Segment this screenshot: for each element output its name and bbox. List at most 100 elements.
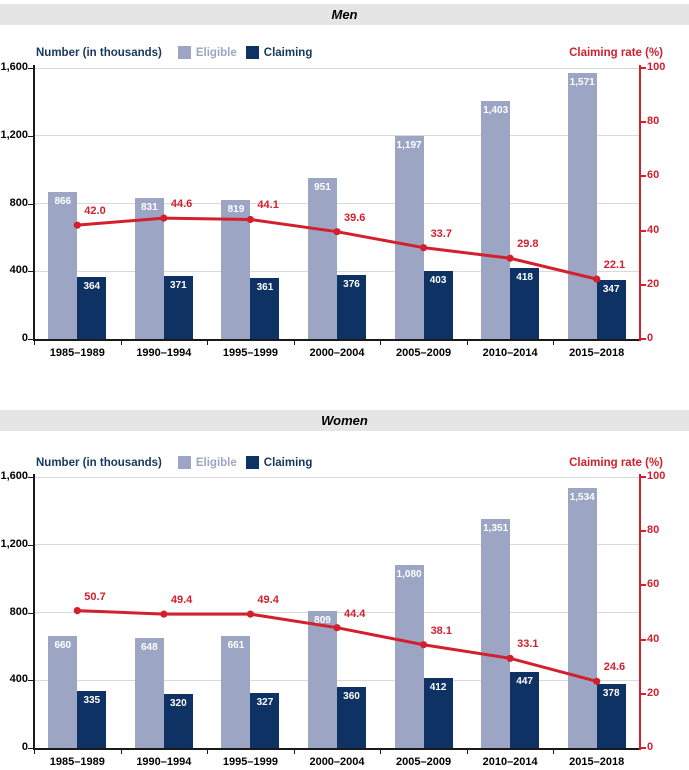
rate-axis-tick bbox=[641, 338, 646, 340]
x-axis-label: 2005–2009 bbox=[396, 756, 452, 768]
bar-value-label: 1,080 bbox=[396, 569, 422, 581]
x-axis-spine bbox=[33, 339, 641, 341]
x-axis-tick bbox=[553, 341, 555, 345]
rate-value-label: 22.1 bbox=[603, 259, 626, 272]
bar-value-label: 403 bbox=[429, 274, 447, 286]
x-axis-label: 1990–1994 bbox=[136, 347, 192, 359]
x-axis-tick bbox=[380, 750, 382, 754]
eligible-swatch-icon bbox=[177, 456, 191, 469]
y-axis-tick bbox=[28, 135, 33, 137]
x-axis-label: 1995–1999 bbox=[222, 756, 278, 768]
rate-axis-tick bbox=[641, 175, 646, 178]
bar-value-label: 660 bbox=[54, 640, 72, 652]
y-axis-spine bbox=[33, 474, 35, 749]
y-axis-tick bbox=[28, 477, 33, 478]
plot-area: 866 364 831 371 819 361 951 376 1,197 403 1,403 418… bbox=[0, 61, 665, 359]
x-axis-label: 1985–1989 bbox=[49, 347, 105, 359]
rate-point bbox=[506, 654, 514, 662]
gridline bbox=[34, 203, 640, 204]
gridline bbox=[34, 679, 640, 681]
bar-value-label: 364 bbox=[83, 281, 101, 293]
rate-axis-tick bbox=[641, 747, 646, 749]
gridline bbox=[34, 612, 640, 613]
y-axis-tick-label: 1,600 bbox=[0, 470, 28, 482]
rate-axis-tick-label: 80 bbox=[647, 524, 660, 537]
eligible-bar: 819 bbox=[221, 200, 251, 339]
eligible-bar: 809 bbox=[308, 610, 337, 748]
y-axis-tick-label: 400 bbox=[9, 673, 28, 686]
x-axis-tick bbox=[120, 341, 122, 345]
y-axis-tick bbox=[28, 68, 33, 69]
x-axis-tick bbox=[466, 341, 468, 345]
x-axis-tick bbox=[207, 750, 209, 754]
x-axis-tick bbox=[293, 750, 295, 754]
eligible-bar: 866 bbox=[48, 192, 78, 339]
rate-point bbox=[593, 275, 601, 283]
eligible-bar: 1,403 bbox=[481, 101, 511, 339]
rate-value-label: 44.1 bbox=[257, 199, 279, 212]
rate-axis-tick-label: 20 bbox=[647, 277, 660, 290]
rate-value-label: 38.1 bbox=[430, 624, 452, 637]
rate-point bbox=[333, 624, 341, 632]
chart-section-women: Women Number (in thousands) Eligible Cla… bbox=[0, 406, 689, 770]
bar-value-label: 418 bbox=[516, 272, 533, 284]
rate-axis-tick bbox=[641, 283, 646, 286]
bar-value-label: 661 bbox=[227, 640, 245, 652]
rate-value-label: 33.7 bbox=[430, 227, 452, 240]
rate-axis-tick-label: 80 bbox=[647, 115, 660, 128]
rate-axis-tick bbox=[641, 476, 646, 478]
rate-value-label: 39.6 bbox=[344, 211, 366, 224]
bar-value-label: 951 bbox=[314, 181, 331, 193]
rate-value-label: 44.4 bbox=[344, 607, 366, 620]
chart-title-band: Men bbox=[0, 4, 689, 25]
x-axis-label: 2015–2018 bbox=[569, 347, 625, 359]
bar-value-label: 1,351 bbox=[483, 523, 509, 535]
claiming-legend-label: Claiming bbox=[263, 46, 313, 59]
rate-axis-spine bbox=[639, 65, 641, 341]
bar-value-label: 819 bbox=[227, 204, 245, 216]
x-axis-tick bbox=[466, 750, 468, 754]
claiming-bar: 447 bbox=[510, 672, 540, 748]
rate-axis-tick-label: 20 bbox=[647, 686, 660, 699]
x-axis-tick bbox=[34, 750, 35, 754]
x-axis-label: 2000–2004 bbox=[309, 347, 365, 359]
x-axis-tick bbox=[380, 341, 382, 345]
rate-point bbox=[73, 221, 81, 229]
rate-axis-tick bbox=[641, 121, 646, 124]
claiming-bar: 327 bbox=[250, 692, 280, 748]
claiming-bar: 361 bbox=[250, 277, 280, 339]
x-axis-label: 2000–2004 bbox=[309, 756, 365, 768]
bar-value-label: 1,571 bbox=[569, 76, 595, 88]
rate-axis-tick-label: 40 bbox=[647, 223, 660, 236]
x-axis-tick bbox=[34, 341, 35, 345]
bar-value-label: 831 bbox=[141, 202, 158, 214]
y-axis-tick bbox=[28, 748, 33, 749]
bar-value-label: 327 bbox=[256, 696, 274, 708]
x-axis-label: 1990–1994 bbox=[136, 756, 192, 768]
claiming-bar: 378 bbox=[596, 683, 626, 748]
claiming-swatch-icon bbox=[245, 456, 259, 469]
bar-value-label: 360 bbox=[343, 691, 360, 703]
rate-axis-tick-label: 40 bbox=[647, 632, 660, 645]
y-axis-tick-label: 0 bbox=[21, 332, 28, 344]
eligible-bar: 660 bbox=[48, 636, 78, 748]
rate-axis-tick bbox=[641, 584, 646, 587]
x-axis-label: 2015–2018 bbox=[569, 756, 625, 768]
legend-item-claiming: Claiming bbox=[245, 456, 312, 469]
bar-value-label: 376 bbox=[343, 279, 360, 291]
rate-point bbox=[246, 610, 255, 618]
chart-title-band: Women bbox=[0, 410, 689, 431]
rate-value-label: 49.4 bbox=[257, 594, 279, 607]
y-axis-tick bbox=[28, 612, 33, 614]
rate-point bbox=[73, 607, 81, 615]
gridline bbox=[34, 270, 640, 272]
eligible-bar: 1,571 bbox=[567, 72, 597, 339]
gridline bbox=[34, 67, 640, 69]
bar-value-label: 320 bbox=[170, 697, 187, 709]
bar-value-label: 335 bbox=[83, 695, 101, 707]
rate-value-label: 33.1 bbox=[517, 638, 539, 651]
y-axis-tick-label: 800 bbox=[9, 196, 28, 209]
bar-value-label: 347 bbox=[602, 284, 620, 296]
claiming-bar: 371 bbox=[163, 276, 193, 339]
